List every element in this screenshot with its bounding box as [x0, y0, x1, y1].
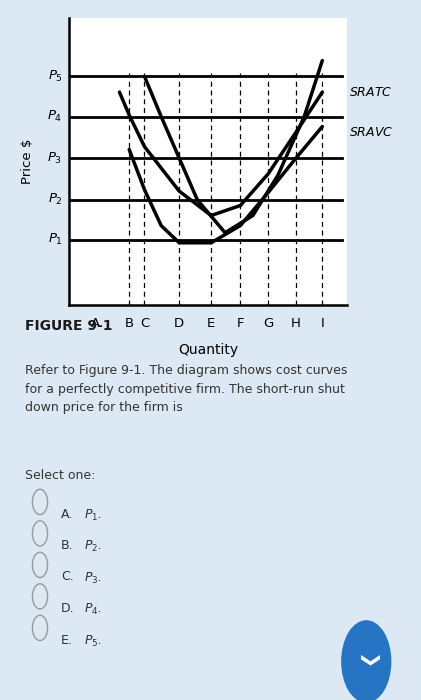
Text: E.: E. — [61, 634, 73, 647]
Text: $P_2$.: $P_2$. — [84, 539, 102, 554]
Text: $\mathit{P}_{3}$: $\mathit{P}_{3}$ — [48, 150, 63, 166]
Text: $\mathit{P}_{1}$: $\mathit{P}_{1}$ — [48, 232, 63, 248]
Text: Select one:: Select one: — [25, 469, 96, 482]
Text: H: H — [291, 317, 301, 330]
Text: F: F — [237, 317, 244, 330]
Text: $\mathit{SRAVC}$: $\mathit{SRAVC}$ — [349, 126, 393, 139]
Text: B: B — [125, 317, 134, 330]
Text: $P_5$.: $P_5$. — [84, 634, 102, 649]
Text: I: I — [320, 317, 324, 330]
Text: D: D — [174, 317, 184, 330]
Text: E: E — [207, 317, 215, 330]
Text: $\mathit{P}_{5}$: $\mathit{P}_{5}$ — [48, 69, 63, 84]
Text: $P_4$.: $P_4$. — [84, 602, 102, 617]
Text: G: G — [263, 317, 273, 330]
Text: C: C — [140, 317, 149, 330]
Text: C.: C. — [61, 570, 74, 584]
Text: B.: B. — [61, 539, 74, 552]
Text: FIGURE 9-1: FIGURE 9-1 — [25, 318, 113, 332]
Text: $\mathit{SRATC}$: $\mathit{SRATC}$ — [349, 85, 392, 99]
Text: A.: A. — [61, 508, 73, 521]
Text: A: A — [91, 317, 101, 330]
Text: Refer to Figure 9-1. The diagram shows cost curves
for a perfectly competitive f: Refer to Figure 9-1. The diagram shows c… — [25, 364, 348, 414]
Text: $P_3$.: $P_3$. — [84, 570, 102, 586]
Text: Quantity: Quantity — [179, 343, 238, 357]
Text: $\mathit{P}_{2}$: $\mathit{P}_{2}$ — [48, 193, 63, 207]
Text: D.: D. — [61, 602, 75, 615]
Text: ❯: ❯ — [357, 653, 376, 670]
Text: Price $: Price $ — [21, 139, 34, 183]
Text: $\mathit{P}_{4}$: $\mathit{P}_{4}$ — [47, 109, 63, 124]
Text: $P_1$.: $P_1$. — [84, 508, 102, 523]
